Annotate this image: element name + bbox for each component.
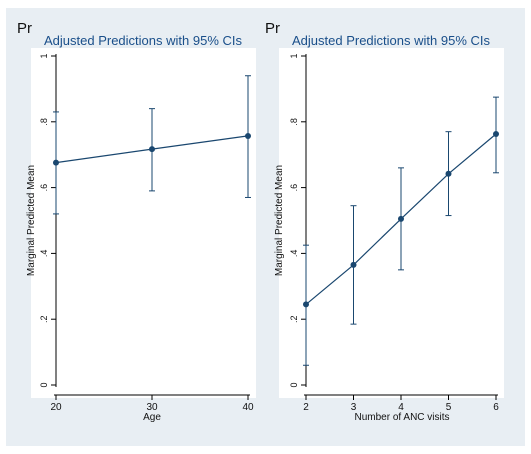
y-tick-label: .8 (289, 118, 299, 126)
x-tick-label: 30 (146, 402, 158, 413)
x-axis-title: Number of ANC visits (354, 412, 449, 423)
x-tick-label: 5 (446, 402, 452, 413)
figure-background: Pr Adjusted Predictions with 95% CIs Pr … (6, 8, 525, 446)
y-tick-label: .8 (39, 118, 49, 126)
y-tick-label: .2 (289, 315, 299, 323)
chart-title: Adjusted Predictions with 95% CIs (44, 33, 242, 48)
y-tick-label: 0 (289, 382, 299, 387)
data-point (303, 301, 309, 308)
y-tick-label: 1 (39, 53, 49, 58)
x-tick-label: 2 (303, 402, 309, 413)
y-axis-title: Marginal Predicted Mean (274, 165, 285, 276)
y-tick-label: .4 (289, 250, 299, 258)
x-tick-label: 3 (351, 402, 357, 413)
data-point (149, 146, 155, 153)
x-tick-label: 6 (493, 402, 499, 413)
x-tick-label: 4 (398, 402, 404, 413)
chart-1: 0 .2 .4 .6 .8 1 2 3 4 5 6 Number of ANC visits Margi… (274, 48, 504, 423)
y-tick-label: 1 (289, 53, 299, 58)
chart-0: 0 .2 .4 .6 .8 1 20 30 40 Age Marginal Predicted Me… (26, 48, 256, 423)
panel-label: Pr (265, 20, 280, 37)
plot-area (279, 48, 504, 398)
x-tick-label: 40 (242, 402, 254, 413)
data-point (53, 159, 59, 166)
y-tick-label: .6 (289, 184, 299, 192)
plot-area (31, 48, 256, 398)
data-point (398, 215, 404, 222)
data-point (493, 130, 499, 137)
y-tick-label: .2 (39, 315, 49, 323)
panel-label: Pr (17, 20, 32, 37)
data-point (350, 261, 357, 268)
x-axis-title: Age (143, 412, 161, 423)
chart-title: Adjusted Predictions with 95% CIs (292, 33, 490, 48)
data-point (445, 170, 452, 177)
y-tick-label: .4 (39, 250, 49, 258)
data-point (245, 132, 251, 139)
x-tick-label: 20 (50, 402, 62, 413)
y-axis-title: Marginal Predicted Mean (26, 165, 37, 276)
y-tick-label: 0 (39, 382, 49, 387)
y-tick-label: .6 (39, 184, 49, 192)
